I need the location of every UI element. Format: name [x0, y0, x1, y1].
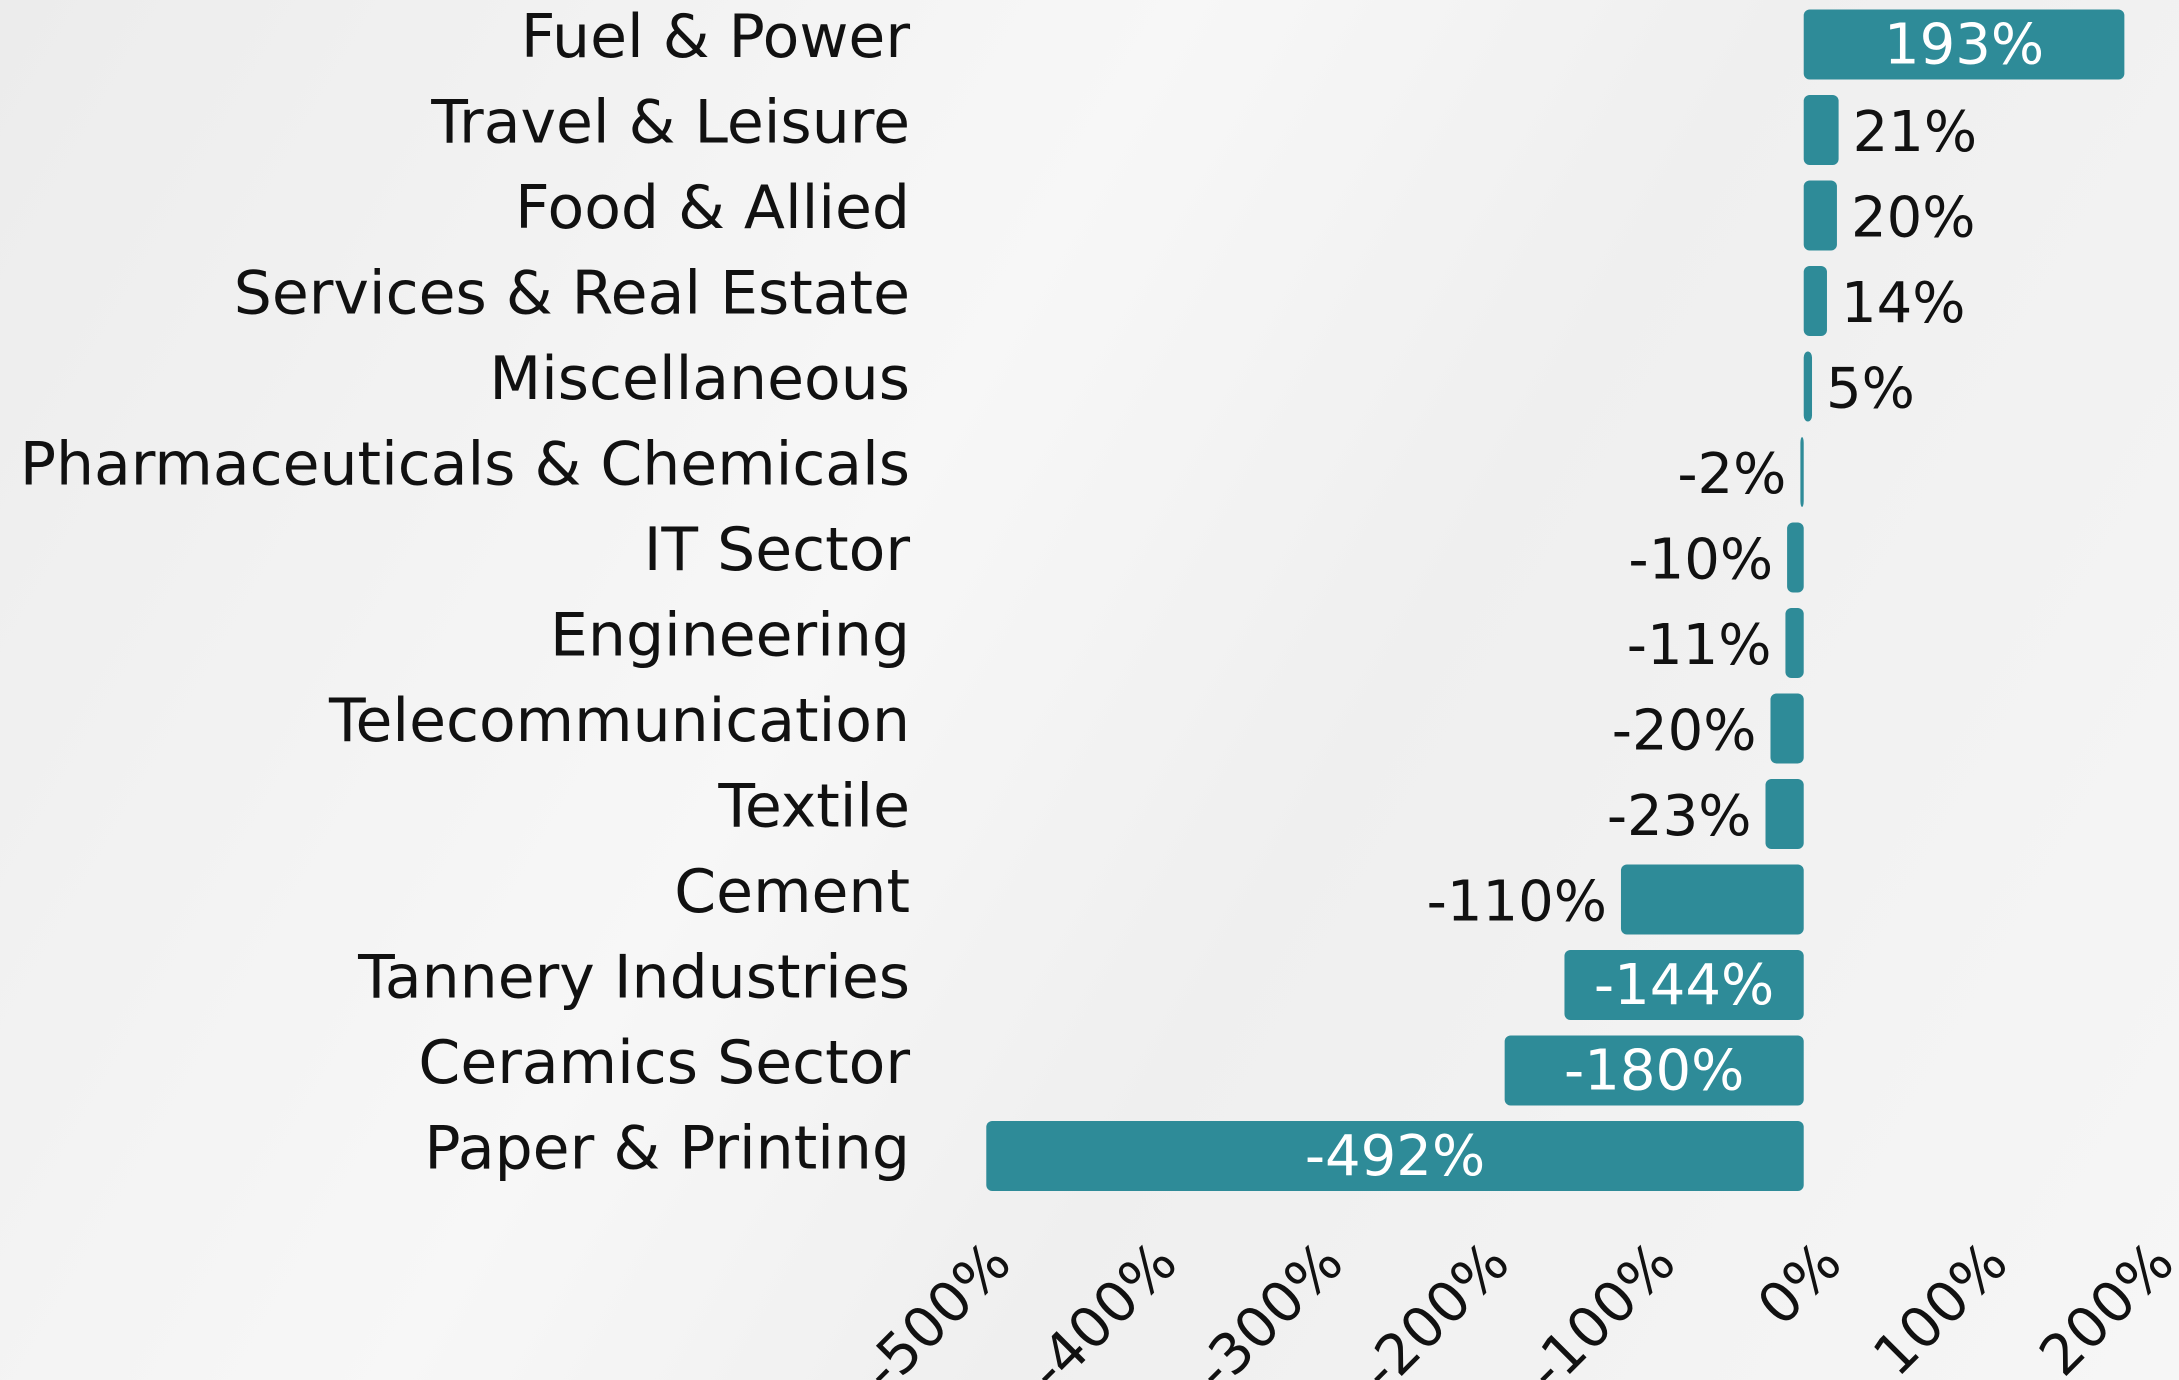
value-label: 21%: [1853, 100, 1977, 165]
y-tick-label: Paper & Printing: [424, 1114, 910, 1184]
bar: [1800, 437, 1804, 507]
value-label: -23%: [1607, 784, 1752, 849]
value-label: 193%: [1884, 13, 2044, 78]
y-tick-label: Telecommunication: [328, 686, 910, 756]
value-label: -110%: [1427, 870, 1607, 935]
value-label: -2%: [1677, 442, 1786, 507]
bar: [1803, 351, 1813, 422]
x-tick-label: 200%: [2027, 1230, 2179, 1380]
value-label: 5%: [1826, 357, 1915, 422]
value-label: -492%: [1305, 1124, 1485, 1189]
bar: [1803, 95, 1839, 165]
value-label: -144%: [1594, 953, 1774, 1018]
x-tick-label: -200%: [1349, 1230, 1522, 1380]
bar: [1765, 779, 1804, 849]
y-tick-label: Services & Real Estate: [234, 259, 910, 329]
value-label: -11%: [1627, 613, 1772, 678]
bar: [1564, 950, 1804, 1020]
x-tick-label: -100%: [1515, 1230, 1688, 1380]
bar: [986, 1121, 1804, 1191]
x-tick-label: 0%: [1746, 1230, 1855, 1339]
y-tick-label: IT Sector: [644, 515, 911, 585]
y-tick-label: Fuel & Power: [521, 2, 911, 72]
y-tick-label: Travel & Leisure: [430, 88, 910, 158]
x-tick-label: -300%: [1182, 1230, 1355, 1380]
y-tick-label: Ceramics Sector: [418, 1028, 910, 1098]
x-tick-label: -400%: [1016, 1230, 1189, 1380]
value-label: -180%: [1564, 1039, 1744, 1104]
y-tick-label: Pharmaceuticals & Chemicals: [20, 430, 910, 500]
bar: [1803, 9, 2125, 80]
y-tick-label: Miscellaneous: [489, 344, 910, 414]
x-tick-label: -500%: [850, 1230, 1023, 1380]
bar: [1770, 693, 1804, 764]
y-tick-label: Food & Allied: [515, 173, 910, 243]
y-tick-label: Tannery Industries: [357, 943, 910, 1013]
bar: [1504, 1035, 1804, 1106]
y-tick-label: Engineering: [550, 601, 910, 671]
bar: [1620, 864, 1804, 935]
y-tick-label: Textile: [717, 772, 910, 842]
value-label: -20%: [1612, 699, 1757, 764]
bar: [1803, 266, 1827, 336]
y-tick-label: Cement: [674, 857, 910, 927]
bar: [1803, 180, 1837, 251]
x-tick-label: 100%: [1861, 1230, 2020, 1380]
bar: [1787, 522, 1804, 593]
bar: [1785, 608, 1804, 678]
value-label: -10%: [1628, 528, 1773, 593]
value-label: 20%: [1851, 186, 1975, 251]
value-label: 14%: [1841, 271, 1965, 336]
